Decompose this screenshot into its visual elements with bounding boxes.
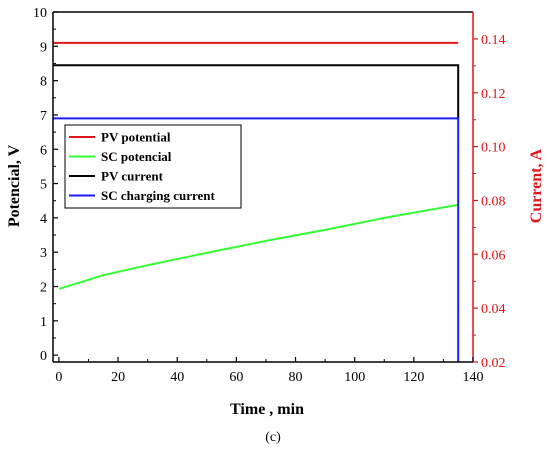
y-left-tick-label: 5	[40, 178, 47, 193]
legend-box	[64, 124, 242, 209]
y-left-tick-label: 7	[40, 109, 47, 124]
y-right-tick-label: 0.04	[481, 302, 506, 317]
y-axis-left-title: Potencial, V	[6, 144, 23, 227]
x-tick-label: 0	[55, 370, 62, 385]
x-tick-label: 100	[344, 370, 365, 385]
y-left-tick-label: 2	[40, 281, 47, 296]
y-left-tick-label: 10	[33, 6, 47, 21]
legend-label: PV current	[101, 169, 164, 184]
x-tick-label: 40	[170, 370, 184, 385]
y-axis-right-title: Current, A	[528, 148, 545, 223]
series-layer	[53, 41, 460, 362]
legend-label: SC potencial	[101, 149, 172, 164]
legend-label: SC charging current	[101, 188, 216, 203]
y-right-tick-label: 0.06	[481, 248, 506, 263]
y-right-tick-label: 0.10	[481, 141, 506, 156]
y-left-tick-label: 0	[40, 349, 47, 364]
series-line-4	[53, 117, 460, 362]
y-left-tick-label: 4	[40, 212, 47, 227]
legend: PV potential SC potencial PV current SC cha…	[64, 124, 242, 209]
legend-label: PV potential	[101, 130, 171, 145]
x-axis-title: Time , min	[230, 401, 304, 418]
y-left-tick-label: 9	[40, 40, 47, 55]
x-tick-label: 140	[463, 370, 484, 385]
figure-caption: (c)	[265, 430, 281, 445]
x-tick-label: 80	[289, 370, 303, 385]
y-left-tick-label: 6	[40, 143, 47, 158]
y-left-tick-label: 3	[40, 246, 47, 261]
axes-layer: 0 20 40 60 80 100 120 140 0 1 2 3 4 5 6 7 8 9 10 0.02 0.04 0.…	[33, 6, 506, 385]
y-left-tick-label: 8	[40, 75, 47, 90]
series-line-3	[53, 64, 460, 119]
x-tick-label: 120	[403, 370, 424, 385]
x-tick-label: 20	[111, 370, 125, 385]
y-right-tick-label: 0.14	[481, 33, 506, 48]
y-right-tick-label: 0.08	[481, 194, 506, 209]
y-left-tick-label: 1	[40, 315, 47, 330]
x-tick-label: 60	[229, 370, 243, 385]
y-right-tick-label: 0.12	[481, 87, 506, 102]
y-right-tick-label: 0.02	[481, 356, 506, 371]
series-line-2	[58, 203, 459, 290]
